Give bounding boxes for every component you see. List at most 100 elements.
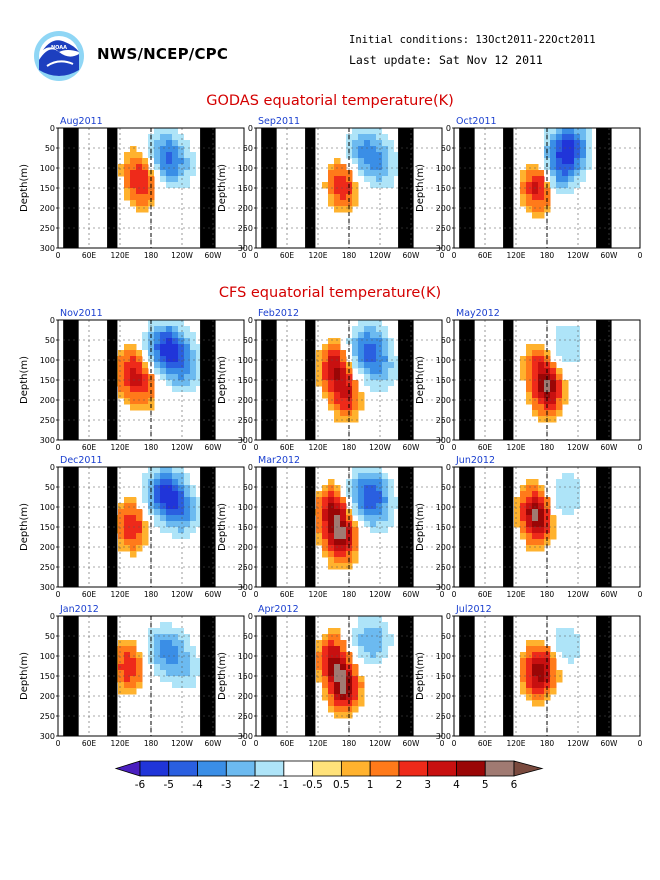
x-tick-label: 0 (254, 739, 259, 748)
anomaly-cell (160, 176, 167, 183)
anomaly-cell (394, 152, 401, 159)
anomaly-cell (364, 491, 371, 498)
anomaly-cell (154, 676, 161, 683)
y-tick-label: 150 (40, 184, 55, 193)
anomaly-cell (550, 658, 557, 665)
anomaly-cell (328, 521, 335, 528)
anomaly-cell (532, 503, 539, 510)
y-tick-label: 200 (238, 204, 253, 213)
anomaly-cell (352, 344, 359, 351)
anomaly-cell (322, 380, 329, 387)
anomaly-cell (580, 152, 587, 159)
anomaly-cell (346, 539, 353, 546)
anomaly-cell (142, 134, 149, 141)
anomaly-cell (562, 634, 569, 641)
anomaly-cell (376, 152, 383, 159)
anomaly-cell (520, 503, 527, 510)
anomaly-cell (130, 545, 137, 552)
anomaly-cell (340, 694, 347, 701)
anomaly-cell (178, 320, 185, 327)
y-tick-label: 100 (40, 503, 55, 512)
anomaly-cell (574, 140, 581, 147)
anomaly-cell (118, 170, 125, 177)
anomaly-cell (376, 326, 383, 333)
anomaly-field (316, 320, 407, 423)
anomaly-cell (160, 491, 167, 498)
land-mask (398, 320, 414, 440)
y-tick-label: 250 (436, 224, 451, 233)
colorbar-tick-label: 6 (511, 779, 518, 791)
anomaly-cell (172, 362, 179, 369)
anomaly-cell (328, 362, 335, 369)
panel-background (454, 320, 640, 440)
anomaly-cell (538, 212, 545, 219)
anomaly-cell (532, 670, 539, 677)
anomaly-cell (370, 473, 377, 480)
anomaly-cell (136, 374, 143, 381)
anomaly-cell (202, 521, 209, 528)
anomaly-cell (370, 362, 377, 369)
anomaly-cell (346, 416, 353, 423)
anomaly-cell (388, 338, 395, 345)
anomaly-cell (178, 332, 185, 339)
anomaly-cell (160, 515, 167, 522)
anomaly-cell (160, 164, 167, 171)
anomaly-cell (358, 158, 365, 165)
y-axis-label: Depth(m) (415, 164, 426, 212)
anomaly-cell (130, 658, 137, 665)
anomaly-cell (352, 551, 359, 558)
anomaly-cell (376, 503, 383, 510)
anomaly-cell (382, 380, 389, 387)
anomaly-cell (544, 404, 551, 411)
anomaly-cell (160, 146, 167, 153)
anomaly-cell (532, 485, 539, 492)
anomaly-cell (148, 479, 155, 486)
anomaly-cell (112, 652, 119, 659)
anomaly-cell (580, 503, 587, 510)
anomaly-cell (190, 533, 197, 540)
anomaly-cell (592, 158, 599, 165)
anomaly-cell (166, 392, 173, 399)
anomaly-cell (568, 332, 575, 339)
anomaly-cell (562, 616, 569, 623)
anomaly-cell (532, 194, 539, 201)
anomaly-cell (190, 356, 197, 363)
anomaly-cell (526, 194, 533, 201)
anomaly-cell (334, 521, 341, 528)
anomaly-cell (142, 521, 149, 528)
y-tick-label: 0 (50, 612, 55, 621)
anomaly-cell (376, 473, 383, 480)
anomaly-cell (172, 146, 179, 153)
anomaly-cell (532, 664, 539, 671)
anomaly-cell (130, 398, 137, 405)
x-tick-label: 180 (144, 590, 159, 599)
anomaly-cell (382, 152, 389, 159)
anomaly-cell (154, 332, 161, 339)
anomaly-cell (340, 134, 347, 141)
anomaly-cell (178, 503, 185, 510)
anomaly-cell (382, 521, 389, 528)
anomaly-cell (118, 652, 125, 659)
anomaly-cell (532, 206, 539, 213)
panel-frame (255, 127, 443, 249)
anomaly-cell (196, 521, 203, 528)
anomaly-cell (382, 374, 389, 381)
anomaly-cell (370, 509, 377, 516)
anomaly-cell (526, 652, 533, 659)
anomaly-cell (190, 646, 197, 653)
anomaly-cell (166, 332, 173, 339)
anomaly-cell (136, 527, 143, 534)
anomaly-cell (562, 485, 569, 492)
anomaly-cell (136, 658, 143, 665)
anomaly-cell (328, 392, 335, 399)
anomaly-cell (328, 503, 335, 510)
anomaly-cell (148, 670, 155, 677)
anomaly-cell (166, 344, 173, 351)
anomaly-cell (340, 712, 347, 719)
anomaly-cell (538, 652, 545, 659)
anomaly-cell (160, 664, 167, 671)
anomaly-cell (568, 509, 575, 516)
anomaly-cell (388, 479, 395, 486)
anomaly-cell (346, 140, 353, 147)
anomaly-cell (586, 344, 593, 351)
